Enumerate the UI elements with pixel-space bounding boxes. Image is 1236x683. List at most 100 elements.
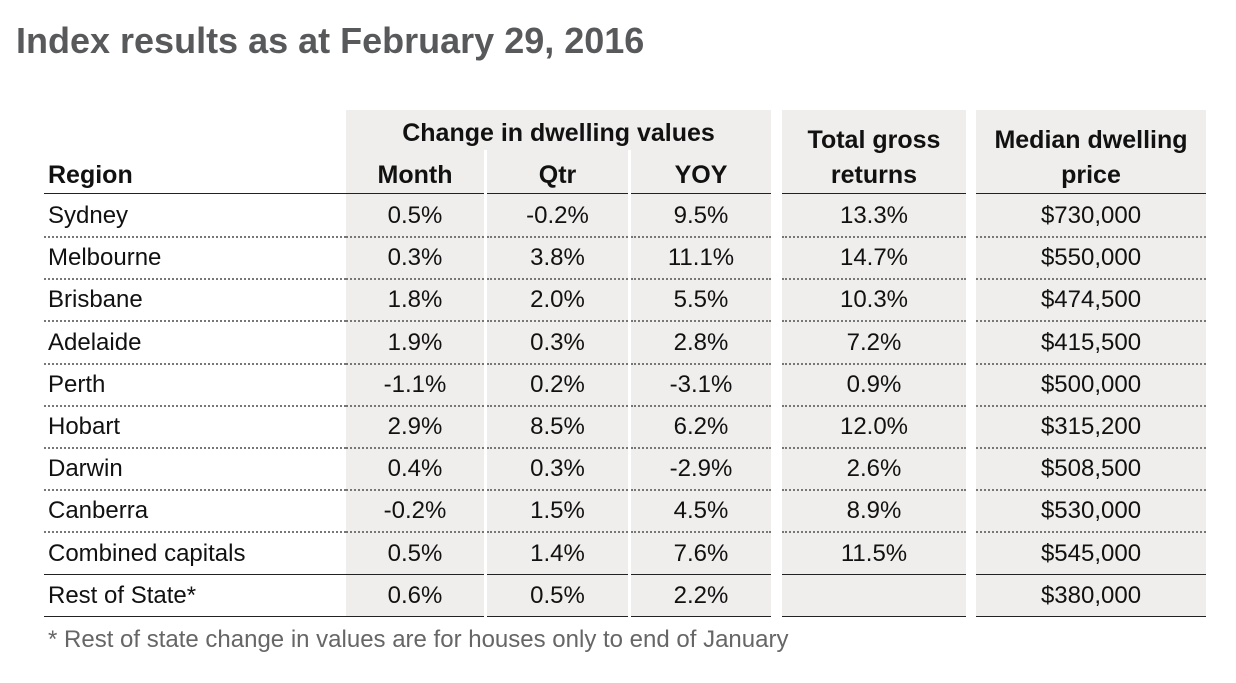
cell-month: 2.9% bbox=[387, 413, 443, 440]
row-divider bbox=[631, 447, 771, 449]
cell-qtr: 0.3% bbox=[530, 455, 585, 483]
row-divider bbox=[976, 573, 1206, 575]
row-divider bbox=[976, 278, 1206, 281]
row-divider bbox=[487, 531, 628, 534]
cell-median-price: $500,000 bbox=[1040, 370, 1142, 398]
row-divider bbox=[782, 489, 966, 492]
header-change-group: Change in dwelling values bbox=[402, 119, 715, 147]
cell-total-gross-returns: 8.9% bbox=[846, 497, 902, 525]
cell-region: Hobart bbox=[48, 413, 121, 440]
cell-region: Melbourne bbox=[48, 244, 162, 272]
cell-qtr: 1.5% bbox=[530, 497, 585, 525]
cell-yoy: 4.5% bbox=[673, 497, 729, 525]
cell-median-price: $474,500 bbox=[1040, 286, 1142, 314]
cell-qtr: 0.3% bbox=[530, 328, 585, 356]
row-divider bbox=[631, 193, 771, 194]
cell-region: Rest of State* bbox=[48, 581, 197, 609]
row-divider bbox=[346, 193, 484, 194]
footnote: * Rest of state change in values are for… bbox=[48, 626, 789, 653]
row-divider bbox=[976, 236, 1206, 238]
row-divider bbox=[976, 615, 1206, 617]
cell-region: Canberra bbox=[48, 497, 149, 525]
cell-yoy: 5.5% bbox=[673, 286, 729, 314]
cell-month: 0.6% bbox=[387, 581, 443, 609]
row-divider bbox=[346, 404, 484, 407]
row-divider bbox=[44, 362, 346, 365]
row-divider bbox=[976, 320, 1206, 323]
cell-yoy: 2.2% bbox=[673, 581, 729, 609]
row-divider bbox=[976, 489, 1206, 492]
row-divider bbox=[631, 320, 771, 323]
row-divider bbox=[44, 236, 346, 238]
row-divider bbox=[487, 404, 628, 407]
row-divider bbox=[976, 193, 1206, 194]
row-divider bbox=[631, 615, 771, 617]
row-divider bbox=[631, 489, 771, 492]
row-divider bbox=[487, 320, 628, 323]
row-divider bbox=[631, 236, 771, 238]
row-divider bbox=[782, 573, 966, 575]
cell-region: Perth bbox=[48, 370, 106, 398]
row-divider bbox=[44, 404, 346, 407]
row-divider bbox=[976, 362, 1206, 365]
cell-total-gross-returns: 14.7% bbox=[839, 244, 909, 272]
cell-median-price: $730,000 bbox=[1040, 202, 1142, 229]
row-divider bbox=[782, 320, 966, 323]
cell-total-gross-returns: 12.0% bbox=[839, 413, 909, 440]
row-divider bbox=[782, 404, 966, 407]
cell-yoy: -2.9% bbox=[669, 455, 733, 483]
row-divider bbox=[44, 447, 346, 449]
cell-median-price: $545,000 bbox=[1040, 539, 1142, 567]
cell-month: -1.1% bbox=[383, 370, 447, 398]
cell-qtr: 0.5% bbox=[530, 581, 585, 609]
header-total-gross-returns: Total gross returns bbox=[807, 126, 941, 189]
cell-region: Adelaide bbox=[48, 328, 142, 356]
row-divider bbox=[782, 236, 966, 238]
cell-month: 0.5% bbox=[387, 202, 443, 229]
row-divider bbox=[346, 573, 484, 575]
row-divider bbox=[782, 193, 966, 194]
row-divider bbox=[631, 362, 771, 365]
row-divider bbox=[346, 489, 484, 492]
cell-qtr: 8.5% bbox=[530, 413, 585, 440]
row-divider bbox=[782, 362, 966, 365]
row-divider bbox=[976, 531, 1206, 534]
row-divider bbox=[976, 404, 1206, 407]
row-divider bbox=[346, 362, 484, 365]
header-month: Month bbox=[377, 161, 453, 189]
cell-qtr: -0.2% bbox=[526, 202, 589, 229]
cell-total-gross-returns: 10.3% bbox=[839, 286, 909, 314]
row-divider bbox=[631, 404, 771, 407]
row-divider bbox=[346, 615, 484, 617]
row-divider bbox=[44, 320, 346, 323]
cell-region: Sydney bbox=[48, 202, 129, 229]
row-divider bbox=[631, 573, 771, 575]
cell-median-price: $380,000 bbox=[1040, 581, 1142, 609]
cell-total-gross-returns bbox=[782, 575, 966, 617]
cell-month: 0.5% bbox=[387, 539, 443, 567]
row-divider bbox=[487, 362, 628, 365]
cell-median-price: $508,500 bbox=[1040, 455, 1142, 483]
row-divider bbox=[346, 236, 484, 238]
cell-median-price: $415,500 bbox=[1040, 328, 1142, 356]
cell-region: Brisbane bbox=[48, 286, 143, 314]
row-divider bbox=[487, 236, 628, 238]
cell-total-gross-returns: 0.9% bbox=[846, 370, 902, 398]
cell-yoy: -3.1% bbox=[669, 370, 733, 398]
cell-month: 1.8% bbox=[387, 286, 443, 314]
cell-yoy: 9.5% bbox=[673, 202, 729, 229]
cell-yoy: 2.8% bbox=[673, 328, 729, 356]
row-divider bbox=[487, 278, 628, 281]
row-divider bbox=[487, 193, 628, 194]
cell-yoy: 7.6% bbox=[673, 539, 729, 567]
row-divider bbox=[44, 615, 346, 617]
row-divider bbox=[346, 447, 484, 449]
cell-yoy: 6.2% bbox=[673, 413, 729, 440]
cell-median-price: $315,200 bbox=[1040, 413, 1142, 440]
header-qtr: Qtr bbox=[538, 161, 577, 189]
cell-qtr: 2.0% bbox=[530, 286, 585, 314]
cell-qtr: 3.8% bbox=[530, 244, 585, 272]
cell-total-gross-returns: 11.5% bbox=[840, 539, 908, 567]
header-region: Region bbox=[48, 161, 133, 189]
cell-yoy: 11.1% bbox=[667, 244, 735, 272]
